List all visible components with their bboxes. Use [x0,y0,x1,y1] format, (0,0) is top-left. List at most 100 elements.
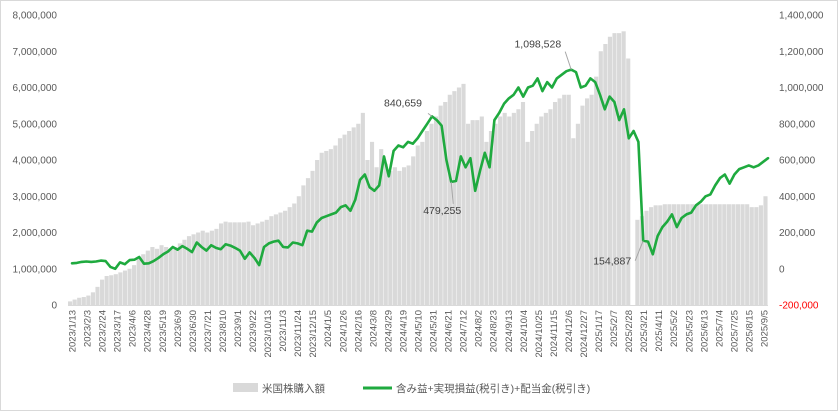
bar [241,222,246,305]
x-tick-label: 2023/10/13 [263,310,274,358]
bar [552,102,558,305]
x-tick-label: 2024/8/2 [474,310,485,347]
line-point [671,213,673,215]
data-label: 840,659 [384,97,422,109]
line-point [215,247,217,249]
line-point [484,152,486,154]
bar [671,204,677,305]
line-point [733,173,736,176]
bar [530,131,535,305]
bar [520,102,526,305]
bar [429,123,434,305]
x-tick-label: 2024/5/31 [429,310,440,352]
bar [685,204,690,305]
line-point [652,253,654,255]
line-point [220,248,222,250]
left-tick-label: 7,000,000 [13,47,58,58]
line-point [210,244,212,246]
line-point [349,210,351,212]
label-leader [450,181,454,204]
line-point [373,190,375,192]
bar [635,219,640,305]
legend-label-line: 含み益+実現損益(税引き)+配当金(税引き) [396,382,590,395]
bar [484,141,489,306]
x-tick-label: 2025/3/21 [639,310,650,352]
x-tick-label: 2025/4/11 [654,310,665,352]
bar [369,141,375,306]
x-tick-label: 2024/2/16 [353,310,364,352]
line-point [282,246,284,248]
line-point [465,166,467,168]
line-point [253,257,255,259]
line-point [585,85,587,87]
line-point [421,130,423,132]
bar [516,109,521,305]
x-tick-label: 2023/12/15 [308,310,319,358]
bar [292,203,297,305]
line-point [354,199,356,201]
line-point [436,119,438,121]
line-point [748,164,750,166]
bar [539,116,544,305]
line-point [114,268,116,270]
line-point [364,173,366,176]
right-tick-label: 800,000 [779,119,816,130]
x-tick-label: 2023/4/6 [128,310,139,347]
bar [324,150,329,305]
left-tick-label: 4,000,000 [13,156,58,167]
right-tick-label: 0 [779,264,785,275]
bar [104,276,109,305]
bar [127,268,132,305]
line-point [393,150,395,152]
bar [113,274,118,305]
bar [498,116,503,305]
bar [502,112,507,306]
bar [264,219,269,305]
line-point [407,141,409,143]
bar [598,51,603,305]
bar [182,239,187,305]
bar [420,141,425,306]
bar [397,170,402,306]
line-point [426,123,428,125]
bar [360,112,365,306]
bar [379,149,384,306]
bar [228,222,233,305]
bar [77,297,82,305]
bar [534,123,539,305]
bar [81,297,86,305]
bar [333,145,338,305]
bar [68,301,73,306]
bar [763,196,768,305]
bar [122,270,128,305]
bar-series [68,31,768,306]
x-tick-label: 2025/7/4 [714,310,725,347]
bar [159,245,164,305]
bar [214,228,219,306]
bar [548,109,553,305]
line-point [724,173,726,176]
bar [713,204,718,305]
right-tick-label: 1,200,000 [779,47,824,58]
line-point [249,251,251,253]
bar [223,221,228,306]
bar [434,116,439,305]
bar [246,221,251,306]
bar [525,141,530,306]
line-point [474,190,476,192]
bar [310,170,315,306]
line-point [503,103,505,105]
bar [708,204,713,305]
bar [269,216,274,305]
line-point [609,96,611,98]
bar [717,204,722,305]
bar [589,94,594,305]
line-point [719,177,721,179]
x-tick-label: 2024/1/26 [338,310,349,352]
data-label: 479,255 [423,205,461,217]
bar [136,257,141,306]
line-point [129,259,131,261]
right-tick-label: 1,000,000 [779,83,824,94]
x-tick-label: 2025/6/13 [699,310,710,352]
line-series [70,68,770,271]
